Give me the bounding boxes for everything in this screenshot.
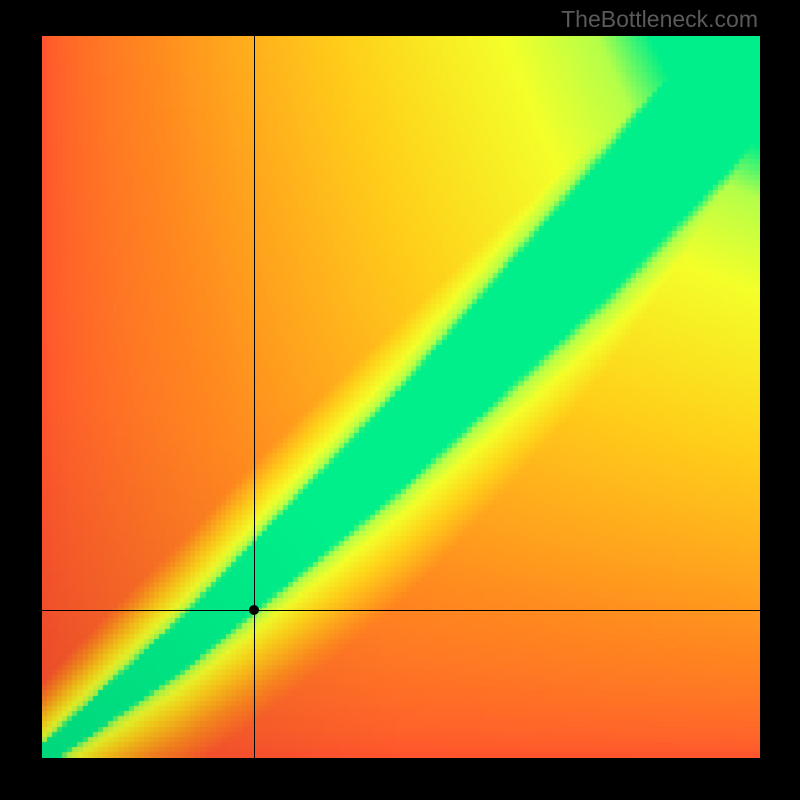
watermark-text: TheBottleneck.com bbox=[561, 6, 758, 33]
crosshair-horizontal bbox=[42, 610, 760, 611]
crosshair-marker-dot bbox=[249, 605, 259, 615]
heatmap-plot bbox=[42, 36, 760, 758]
crosshair-vertical bbox=[254, 36, 255, 758]
heatmap-canvas bbox=[42, 36, 760, 758]
